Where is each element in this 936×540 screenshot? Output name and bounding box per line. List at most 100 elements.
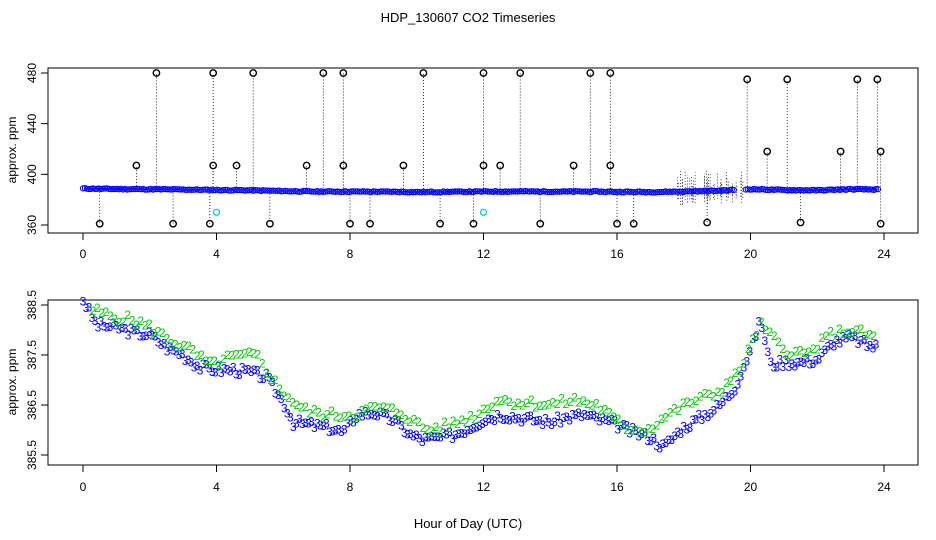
series-3-point: 3 [602, 413, 609, 427]
series-3-point: 3 [164, 344, 171, 358]
series-2-point: 2 [328, 404, 335, 418]
series-2-point: 2 [454, 417, 461, 431]
series-3-point: 3 [101, 320, 108, 334]
series-2-point: 2 [246, 345, 253, 359]
top-cyan-points [212, 208, 488, 216]
series-3-point: 3 [752, 330, 759, 344]
series-3-point: 3 [560, 411, 567, 425]
series-2-point: 2 [116, 316, 123, 330]
series-2-point: 2 [832, 331, 839, 345]
series-3-point: 3 [191, 361, 198, 375]
baseline-point [107, 186, 115, 193]
series-3-point: 3 [587, 408, 594, 422]
series-3-point: 3 [452, 428, 459, 442]
series-3-point: 3 [755, 315, 762, 329]
baseline-point [556, 188, 563, 195]
outlier-point [302, 161, 311, 170]
series-3-point: 3 [404, 428, 411, 442]
baseline-point [109, 185, 117, 193]
baseline-point [656, 189, 663, 196]
outlier-point [319, 69, 328, 77]
series-2-point: 2 [584, 397, 591, 411]
series-2-point: 2 [745, 342, 752, 356]
top-x-tick-label: 8 [347, 247, 354, 261]
series-2-point: 2 [571, 391, 578, 405]
series-3-point: 3 [299, 417, 306, 431]
series-3-point: 3 [410, 429, 417, 443]
series-3-point: 3 [578, 410, 585, 424]
series-3-point: 3 [197, 364, 204, 378]
baseline-point [336, 188, 343, 195]
series-3-point: 3 [569, 408, 576, 422]
series-3-point: 3 [305, 417, 312, 431]
series-3-point: 3 [795, 355, 802, 369]
series-2-point: 2 [146, 317, 153, 331]
series-2-point: 2 [797, 344, 804, 358]
series-3-point: 3 [852, 329, 859, 343]
series-3-point: 3 [867, 339, 874, 353]
top-y-tick-label: 480 [25, 63, 39, 83]
series-2-point: 2 [155, 325, 162, 339]
series-3-point: 3 [260, 372, 267, 386]
series-2-point: 2 [537, 399, 544, 413]
series-2-point: 2 [233, 347, 240, 361]
baseline-point [174, 186, 181, 193]
series-3-point: 3 [659, 437, 666, 451]
series-3-point: 3 [113, 319, 120, 333]
series-2-point: 2 [337, 411, 344, 425]
baseline-point [864, 186, 872, 193]
series-3-point: 3 [590, 408, 597, 422]
baseline-point [658, 188, 665, 196]
series-2-point: 2 [775, 335, 782, 349]
outlier-point [479, 161, 488, 170]
series-2-point: 2 [207, 354, 214, 368]
series-3-point: 3 [834, 333, 841, 347]
series-3-point: 3 [329, 424, 336, 438]
series-2-point: 2 [484, 402, 491, 416]
series-2-point: 2 [445, 421, 452, 435]
baseline-point [746, 186, 753, 193]
series-3-point: 3 [398, 419, 405, 433]
baseline-point [280, 188, 287, 195]
series-2-point: 2 [836, 322, 843, 336]
baseline-point [592, 188, 599, 195]
series-3-point: 3 [392, 412, 399, 426]
baseline-point [390, 188, 397, 195]
baseline-point [111, 186, 119, 193]
series-3-point: 3 [365, 408, 372, 422]
series-3-point: 3 [263, 367, 270, 381]
series-3-point: 3 [173, 345, 180, 359]
series-3-point: 3 [491, 414, 498, 428]
series-2-point: 2 [346, 409, 353, 423]
series-3-point: 3 [422, 431, 429, 445]
series-3-point: 3 [849, 330, 856, 344]
series-3-point: 3 [503, 413, 510, 427]
series-3-point: 3 [485, 412, 492, 426]
series-3-point: 3 [155, 336, 162, 350]
series-2-point: 2 [740, 356, 747, 370]
series-3-point: 3 [716, 398, 723, 412]
outlier-point [613, 219, 621, 228]
series-2-point: 2 [506, 395, 513, 409]
series-3-point: 3 [449, 432, 456, 446]
baseline-point [536, 188, 543, 196]
series-2-point: 2 [684, 395, 691, 409]
series-3-point: 3 [608, 413, 615, 427]
series-2-point: 2 [263, 366, 270, 380]
series-2-point: 2 [762, 323, 769, 337]
series-3-point: 3 [816, 353, 823, 367]
series-3-point: 3 [134, 323, 141, 337]
series-3-point: 3 [864, 340, 871, 354]
outlier-point [796, 218, 805, 227]
series-2-point: 2 [563, 397, 570, 411]
series-3-point: 3 [215, 360, 222, 374]
series-3-point: 3 [188, 356, 195, 370]
series-3-point: 3 [110, 316, 117, 330]
series-3-point: 3 [698, 413, 705, 427]
series-3-point: 3 [359, 410, 366, 424]
series-2-point: 2 [237, 347, 244, 361]
baseline-point [254, 187, 261, 194]
top-x-tick-label: 24 [877, 247, 891, 261]
series-3-point: 3 [656, 442, 663, 456]
series-3-point: 3 [236, 368, 243, 382]
